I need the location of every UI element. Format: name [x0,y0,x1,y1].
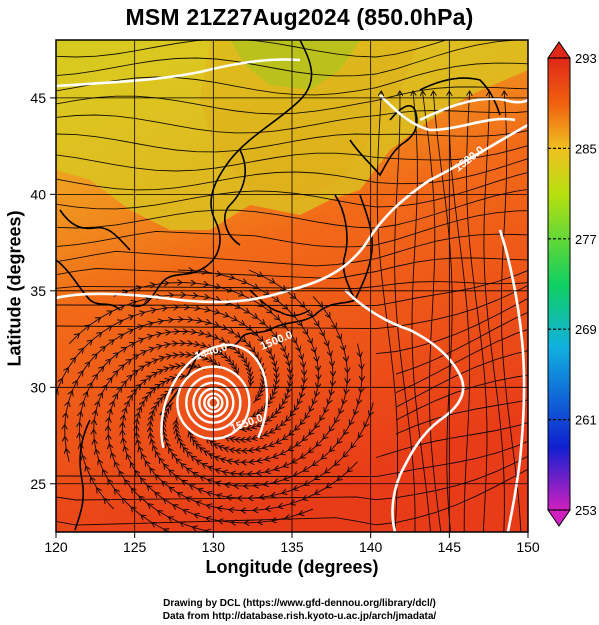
streamline [395,399,528,435]
streamline [56,440,528,478]
streamline [56,269,528,307]
streamline [56,284,528,330]
streamline [56,62,528,96]
x-tick-label: 125 [123,539,147,555]
streamline [375,297,528,355]
streamline [483,92,505,532]
x-axis-label: Longitude (degrees) [205,557,379,577]
streamline [56,130,528,153]
streamline [56,455,528,501]
streamline [56,86,528,115]
y-tick-label: 25 [30,476,46,492]
streamline [395,328,528,394]
streamline [376,92,399,532]
streamline [56,257,528,280]
colorbar-ticks: 293 285 277 269 261 253 [548,51,597,518]
x-tick-label: 150 [516,539,540,555]
credit-data: Data from http://database.rish.kyoto-u.a… [162,611,437,622]
streamline [56,40,528,77]
x-tick-label: 140 [359,539,383,555]
x-tick-label: 135 [280,539,304,555]
streamline [56,468,528,526]
colorbar-tick-label: 261 [575,413,597,428]
streamline [394,92,416,532]
streamline [433,92,453,532]
colorbar [547,57,571,511]
colorbar-tick-label: 293 [575,51,597,66]
colorbar-min-arrow [547,509,571,527]
x-tick-label: 145 [438,539,462,555]
height-contours [56,58,528,532]
credit-drawing: Drawing by DCL (https://www.gfd-dennou.o… [163,598,436,609]
y-axis-label: Latitude (degrees) [4,210,25,367]
streamline [56,40,448,58]
streamline [395,311,528,375]
y-tick-label: 35 [30,283,46,299]
grid-lines [56,40,528,532]
streamline [395,374,528,421]
x-tick-label: 130 [202,539,226,555]
y-tick-label: 40 [30,186,46,202]
streamline [56,110,528,134]
colorbar-tick-label: 253 [575,503,597,518]
y-tick-label: 30 [30,379,46,395]
streamline [466,92,488,532]
credits: Drawing by DCL (https://www.gfd-dennou.o… [0,597,599,623]
wind-streamlines [56,40,528,532]
streamline [56,210,528,248]
colorbar-tick-label: 285 [575,141,597,156]
y-axis-ticks: 25 30 35 40 45 [30,90,56,492]
cyclone-outer-contour [160,343,269,448]
x-tick-label: 120 [44,539,68,555]
streamline [163,343,362,486]
streamline [56,145,528,172]
streamline [56,158,528,191]
streamline [423,92,442,532]
streamline [375,422,528,458]
chart-title: MSM 21Z27Aug2024 (850.0hPa) [125,4,474,30]
streamline [56,281,528,289]
streamline [395,350,528,408]
x-axis-ticks: 120 125 130 135 140 145 150 [44,532,540,555]
streamline [56,233,528,267]
colorbar-tick-label: 277 [575,232,597,247]
streamline [56,189,528,229]
streamline [412,92,431,532]
streamline [449,92,471,532]
streamline [500,92,522,532]
colorbar-max-arrow [547,41,571,59]
colorbar-tick-label: 269 [575,322,597,337]
land-tint [200,40,420,200]
y-tick-label: 45 [30,90,46,106]
